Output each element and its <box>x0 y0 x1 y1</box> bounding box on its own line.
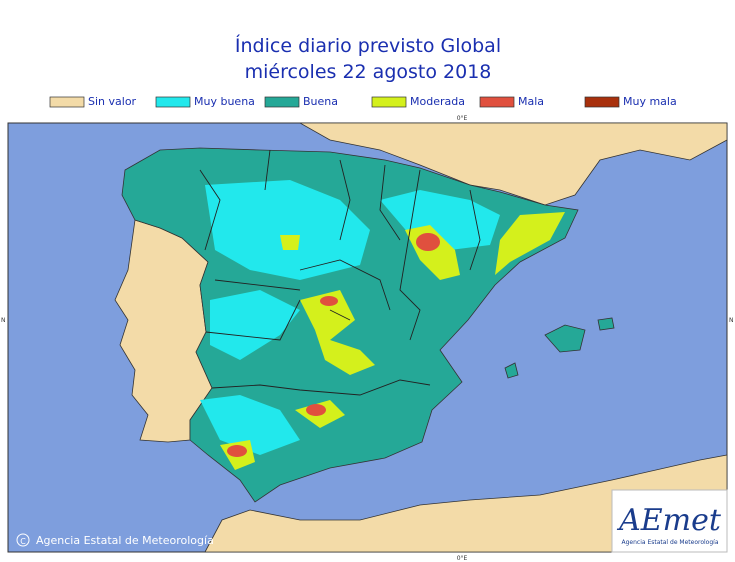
legend-swatch <box>584 96 620 108</box>
graticule-label: 0°E <box>457 115 468 122</box>
area-moderada <box>280 235 300 250</box>
area-mala <box>320 296 338 306</box>
legend-label: Muy mala <box>623 95 677 108</box>
graticule-label: N <box>729 317 734 324</box>
area-muy-buena <box>200 395 300 455</box>
foreign-land <box>298 122 728 206</box>
region-border <box>199 149 481 396</box>
africa <box>204 454 728 553</box>
legend-label: Mala <box>518 95 544 108</box>
legend-label: Moderada <box>410 95 465 108</box>
copyright-icon <box>16 533 30 547</box>
area-mala <box>306 404 326 416</box>
island <box>544 324 586 353</box>
area-moderada <box>300 290 375 375</box>
legend-swatch <box>264 96 300 108</box>
legend-swatch <box>371 96 407 108</box>
title: Índice diario previsto Global <box>235 34 501 57</box>
area-moderada <box>495 212 565 275</box>
legend-swatch <box>155 96 191 108</box>
logo-subtitle: Agencia Estatal de Meteorología <box>622 539 719 546</box>
legend-label: Buena <box>303 95 338 108</box>
area-mala <box>416 233 440 251</box>
legend: Sin valor Muy buena Buena Moderada Mala Muy m… <box>49 95 677 108</box>
credit: Agencia Estatal de Meteorología <box>36 534 214 547</box>
legend-label: Sin valor <box>88 95 137 108</box>
legend-swatch <box>49 96 85 108</box>
subtitle: miércoles 22 agosto 2018 <box>245 61 492 83</box>
copyright-symbol: C <box>20 537 26 546</box>
area-mala <box>227 445 247 457</box>
graticule-label: 0°E <box>457 555 468 562</box>
legend-swatch <box>479 96 515 108</box>
logo-name: AEmet <box>616 503 722 538</box>
area-muy-buena <box>210 290 300 360</box>
map: C Agencia Estatal de Meteorología AEmet … <box>7 122 728 553</box>
area-muy-buena <box>205 180 370 280</box>
graticule-label: N <box>1 317 6 324</box>
island <box>597 317 615 331</box>
island <box>504 362 519 379</box>
legend-label: Muy buena <box>194 95 255 108</box>
logo-box <box>611 489 728 553</box>
